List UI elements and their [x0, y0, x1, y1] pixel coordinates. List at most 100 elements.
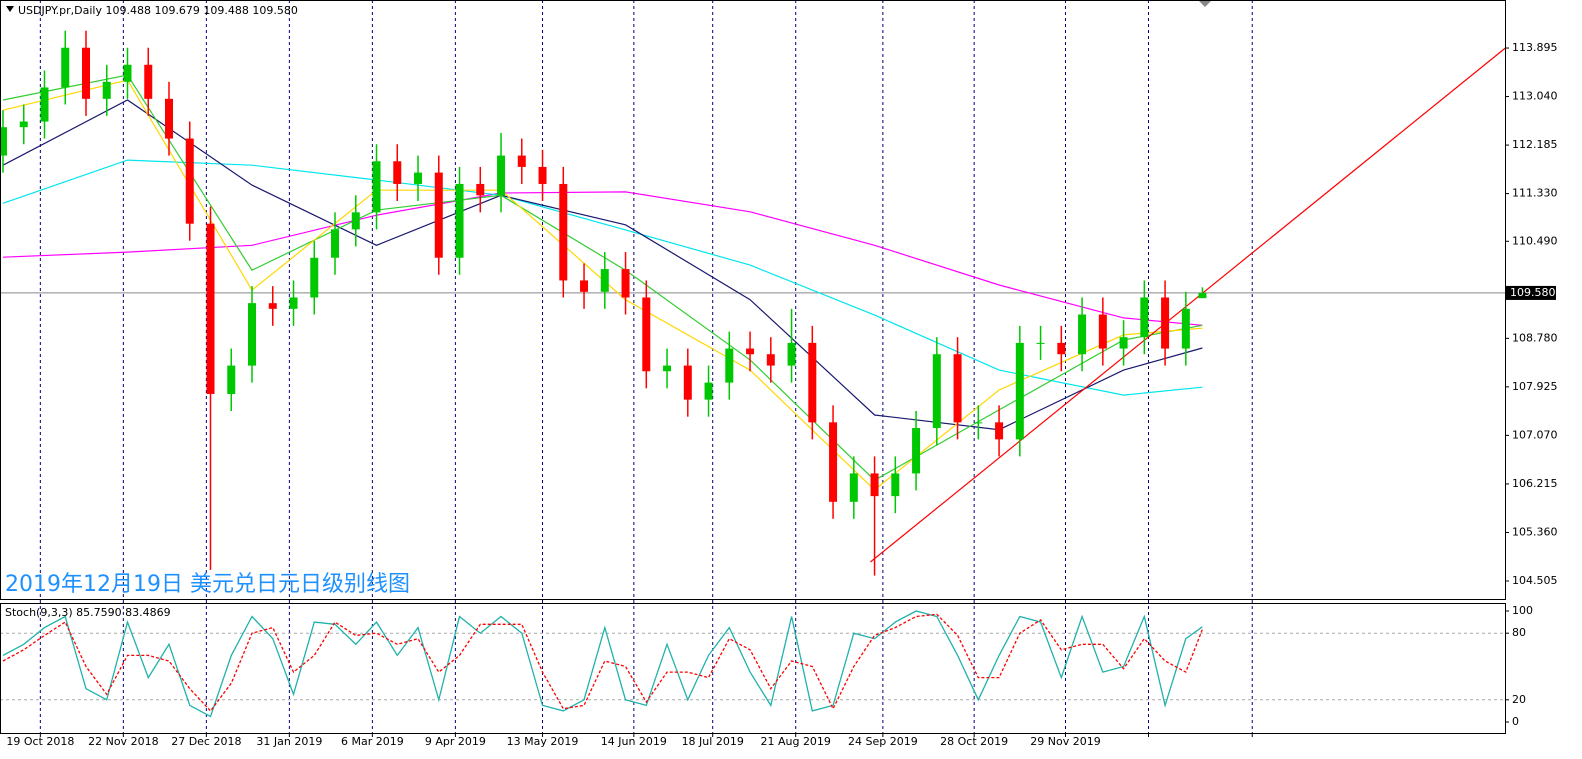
y-tick-label: 111.330: [1512, 187, 1558, 200]
candle-body: [310, 257, 319, 298]
x-tick-label: 27 Dec 2018: [171, 735, 241, 748]
x-tick-label: 13 May 2019: [507, 735, 579, 748]
y-tick-label: 107.070: [1512, 428, 1558, 441]
candle-body: [683, 365, 692, 400]
moving-average: [2, 159, 1203, 396]
candle-body: [953, 354, 962, 423]
candle-body: [974, 422, 983, 424]
candle-body: [476, 183, 485, 196]
x-tick-label: 29 Nov 2019: [1030, 735, 1100, 748]
candle-body: [414, 172, 423, 184]
last-price-label: 109.580: [1510, 286, 1556, 299]
y-tick-label: 106.215: [1512, 477, 1558, 490]
candle-body: [40, 87, 49, 122]
candle-body: [1036, 342, 1045, 344]
candle-body: [642, 297, 651, 372]
candle-body: [165, 98, 174, 139]
candle-body: [1181, 308, 1190, 349]
candle-body: [102, 81, 111, 99]
candle-body: [663, 365, 672, 372]
stoch-line: [2, 610, 1203, 718]
y-tick-label: 104.505: [1512, 574, 1558, 587]
candle-body: [1119, 337, 1128, 349]
candle-body: [19, 121, 28, 128]
y-tick-label: 20: [1512, 693, 1526, 706]
candle-body: [1161, 297, 1170, 349]
candle-body: [61, 47, 70, 88]
candle-body: [0, 127, 7, 156]
candle-body: [849, 473, 858, 502]
candle-body: [331, 229, 340, 258]
candle-body: [580, 280, 589, 292]
candle-body: [746, 348, 755, 355]
main-title: USDJPY.pr,Daily 109.488 109.679 109.488 …: [18, 4, 298, 17]
candle-body: [1057, 342, 1066, 355]
candle-body: [1198, 292, 1207, 299]
candle-body: [559, 183, 568, 281]
candle-body: [372, 161, 381, 213]
candle-body: [995, 422, 1004, 440]
y-tick-label: 80: [1512, 626, 1526, 639]
y-tick-label: 113.895: [1512, 41, 1558, 54]
candle-body: [891, 473, 900, 497]
x-tick-label: 9 Apr 2019: [425, 735, 486, 748]
y-tick-label: 100: [1512, 604, 1533, 617]
caption: 2019年12月19日 美元兑日元日级别线图: [5, 572, 410, 597]
candle-body: [870, 473, 879, 497]
candle-body: [725, 348, 734, 383]
candle-body: [829, 422, 838, 502]
candle-body: [621, 269, 630, 298]
candle-body: [538, 166, 547, 184]
last-price-box: [1506, 285, 1556, 300]
candle-body: [787, 342, 796, 366]
x-tick-label: 22 Nov 2018: [88, 735, 158, 748]
candle-body: [600, 269, 609, 292]
candle-body: [912, 428, 921, 474]
candle-body: [517, 155, 526, 167]
candle-body: [144, 64, 153, 99]
main-frame: [0, 0, 1506, 600]
x-tick-label: 18 Jul 2019: [682, 735, 744, 748]
x-tick-label: 31 Jan 2019: [256, 735, 322, 748]
candle-body: [227, 365, 236, 394]
x-tick-label: 21 Aug 2019: [760, 735, 830, 748]
y-tick-label: 105.360: [1512, 525, 1558, 538]
candle-body: [248, 303, 257, 366]
candle-body: [766, 354, 775, 366]
candle-body: [455, 183, 464, 258]
candle-body: [206, 223, 215, 394]
x-tick-label: 19 Oct 2018: [6, 735, 74, 748]
moving-average: [2, 99, 1203, 431]
candle-body: [434, 172, 443, 258]
candle-body: [1015, 342, 1024, 440]
x-tick-label: 6 Mar 2019: [341, 735, 404, 748]
shift-marker: [1199, 1, 1211, 7]
candle-body: [289, 297, 298, 309]
menu-marker: [6, 6, 14, 12]
candle-body: [393, 161, 402, 184]
candle-body: [351, 212, 360, 230]
x-tick-label: 14 Jun 2019: [601, 735, 667, 748]
y-tick-label: 107.925: [1512, 380, 1558, 393]
candle-body: [268, 303, 277, 309]
candle-body: [81, 47, 90, 99]
x-tick-label: 28 Oct 2019: [940, 735, 1008, 748]
y-tick-label: 110.490: [1512, 234, 1558, 247]
y-tick-label: 113.040: [1512, 90, 1558, 103]
candle-body: [932, 354, 941, 429]
y-tick-label: 112.185: [1512, 138, 1558, 151]
candle-body: [808, 342, 817, 423]
candle-body: [497, 155, 506, 196]
y-tick-label: 108.780: [1512, 331, 1558, 344]
candle-body: [1140, 297, 1149, 338]
candle-body: [1098, 314, 1107, 349]
x-tick-label: 24 Sep 2019: [848, 735, 918, 748]
candle-body: [704, 382, 713, 400]
stoch-title: Stoch(9,3,3) 85.7590 83.4869: [5, 606, 171, 619]
stoch-frame: [0, 603, 1506, 734]
candle-body: [185, 138, 194, 224]
trend-line: [870, 47, 1506, 563]
candle-body: [123, 64, 132, 82]
candle-body: [1078, 314, 1087, 355]
